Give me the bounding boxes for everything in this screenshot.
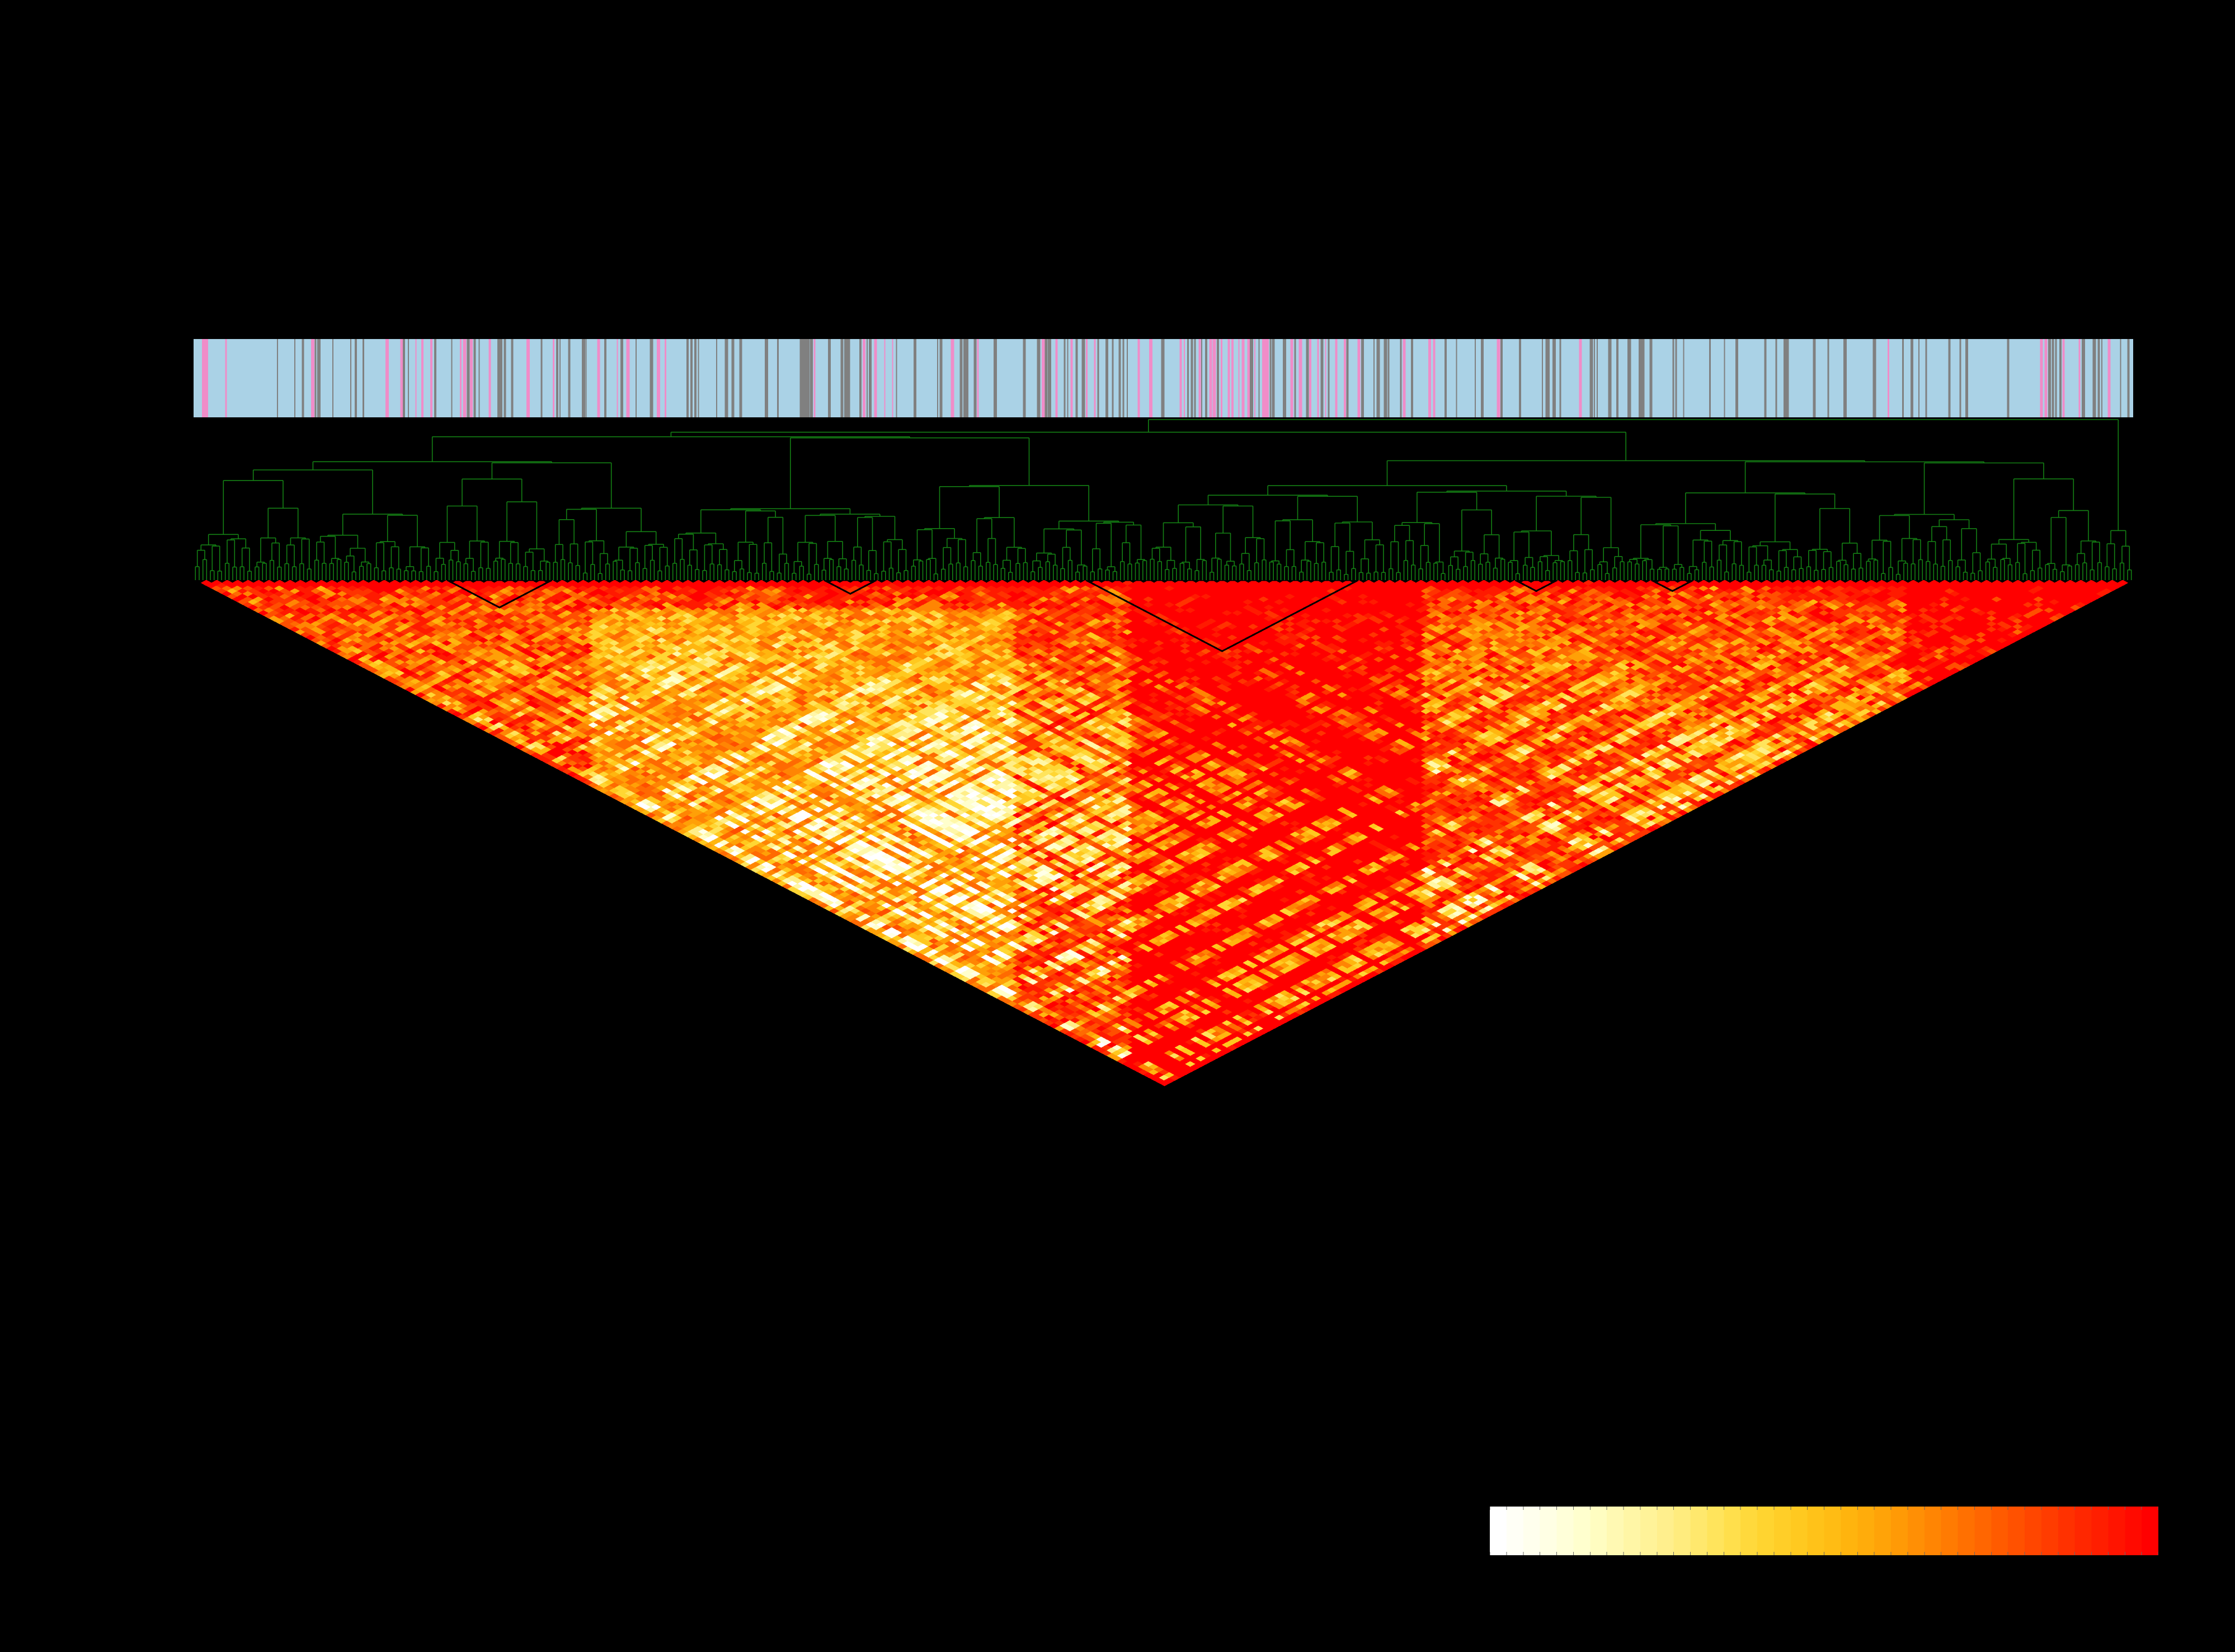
hierarchical-clustering-dendrogram <box>194 418 2133 580</box>
ld-colorbar <box>1490 1507 2158 1555</box>
snp-annotation-track <box>194 339 2133 417</box>
ld-triangle-heatmap <box>196 580 2133 1592</box>
